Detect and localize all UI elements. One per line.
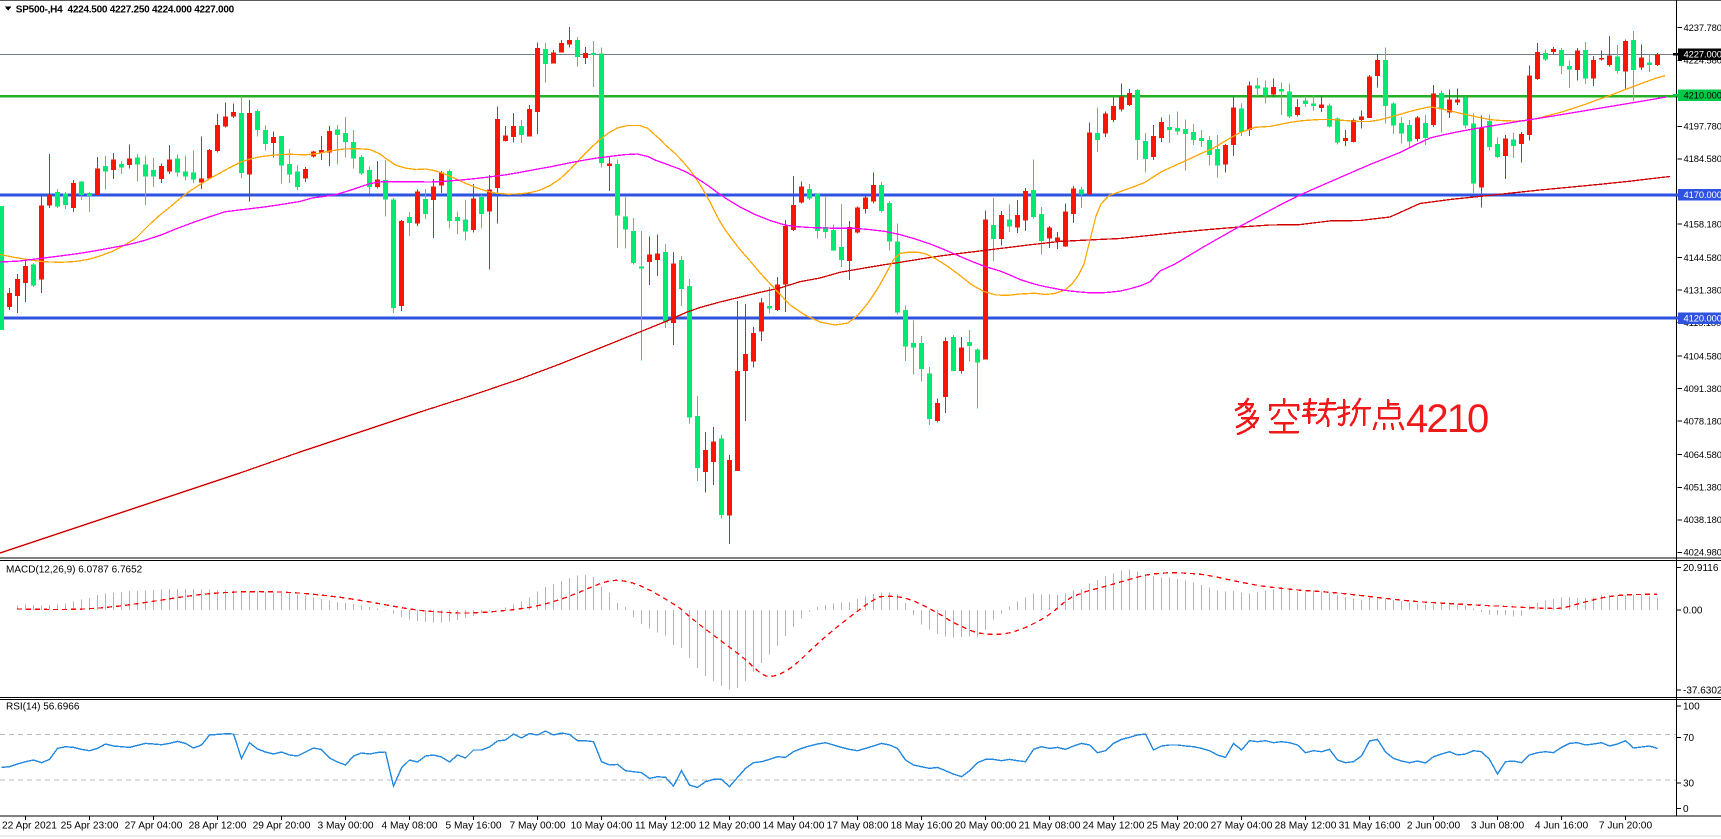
svg-text:4038.180: 4038.180 xyxy=(1684,514,1721,525)
svg-text:4051.380: 4051.380 xyxy=(1684,482,1721,493)
svg-text:4 May 08:00: 4 May 08:00 xyxy=(381,821,437,832)
svg-text:4210.000: 4210.000 xyxy=(1684,89,1721,100)
svg-text:70: 70 xyxy=(1683,733,1695,744)
svg-text:4091.380: 4091.380 xyxy=(1684,383,1721,394)
svg-text:28 May 12:00: 28 May 12:00 xyxy=(1275,821,1337,832)
svg-text:18 May 16:00: 18 May 16:00 xyxy=(891,821,953,832)
svg-text:4064.580: 4064.580 xyxy=(1684,449,1721,460)
svg-text:20 May 00:00: 20 May 00:00 xyxy=(955,821,1017,832)
svg-text:4210: 4210 xyxy=(1406,397,1488,441)
svg-text:4104.580: 4104.580 xyxy=(1684,350,1721,361)
svg-text:27 Apr 04:00: 27 Apr 04:00 xyxy=(125,821,183,832)
svg-text:12 May 20:00: 12 May 20:00 xyxy=(699,821,761,832)
svg-text:4184.580: 4184.580 xyxy=(1684,153,1721,164)
svg-text:21 May 08:00: 21 May 08:00 xyxy=(1019,821,1081,832)
svg-text:4131.380: 4131.380 xyxy=(1684,284,1721,295)
svg-text:28 Apr 12:00: 28 Apr 12:00 xyxy=(189,821,247,832)
svg-text:RSI(14) 56.6966: RSI(14) 56.6966 xyxy=(6,702,80,713)
svg-text:4144.580: 4144.580 xyxy=(1684,252,1721,263)
svg-text:4158.180: 4158.180 xyxy=(1684,218,1721,229)
svg-text:0: 0 xyxy=(1683,804,1689,815)
svg-text:5 May 16:00: 5 May 16:00 xyxy=(445,821,501,832)
svg-text:10 May 04:00: 10 May 04:00 xyxy=(571,821,633,832)
svg-text:20.9116: 20.9116 xyxy=(1683,563,1719,574)
svg-text:4024.980: 4024.980 xyxy=(1684,547,1721,558)
svg-text:29 Apr 20:00: 29 Apr 20:00 xyxy=(253,821,311,832)
svg-text:4227.000: 4227.000 xyxy=(1684,49,1721,60)
svg-text:31 May 16:00: 31 May 16:00 xyxy=(1339,821,1401,832)
svg-text:25 May 20:00: 25 May 20:00 xyxy=(1147,821,1209,832)
svg-text:0.00: 0.00 xyxy=(1683,606,1703,617)
svg-text:SP500-,H4 4224.500 4227.250 4: SP500-,H4 4224.500 4227.250 4224.000 422… xyxy=(16,5,235,16)
svg-text:100: 100 xyxy=(1683,702,1700,713)
svg-text:4120.000: 4120.000 xyxy=(1684,312,1721,323)
svg-text:MACD(12,26,9) 6.0787 6.7652: MACD(12,26,9) 6.0787 6.7652 xyxy=(6,565,143,576)
svg-text:14 May 04:00: 14 May 04:00 xyxy=(763,821,825,832)
svg-text:22 Apr 2021: 22 Apr 2021 xyxy=(2,821,57,832)
svg-text:24 May 12:00: 24 May 12:00 xyxy=(1083,821,1145,832)
svg-text:4197.780: 4197.780 xyxy=(1684,121,1721,132)
svg-text:7 Jun 20:00: 7 Jun 20:00 xyxy=(1599,821,1653,832)
svg-text:4237.780: 4237.780 xyxy=(1684,22,1721,33)
svg-text:30: 30 xyxy=(1683,779,1695,790)
svg-text:27 May 04:00: 27 May 04:00 xyxy=(1211,821,1273,832)
svg-text:4 Jun 16:00: 4 Jun 16:00 xyxy=(1535,821,1589,832)
svg-text:11 May 12:00: 11 May 12:00 xyxy=(635,821,696,832)
svg-text:4170.000: 4170.000 xyxy=(1684,189,1721,200)
svg-text:4078.180: 4078.180 xyxy=(1684,416,1721,427)
svg-text:3 May 00:00: 3 May 00:00 xyxy=(317,821,373,832)
svg-text:-37.6302: -37.6302 xyxy=(1683,686,1721,697)
svg-text:3 Jun 08:00: 3 Jun 08:00 xyxy=(1471,821,1525,832)
svg-text:25 Apr 23:00: 25 Apr 23:00 xyxy=(61,821,119,832)
svg-text:17 May 08:00: 17 May 08:00 xyxy=(827,821,889,832)
svg-text:7 May 00:00: 7 May 00:00 xyxy=(509,821,565,832)
svg-text:2 Jun 00:00: 2 Jun 00:00 xyxy=(1407,821,1461,832)
